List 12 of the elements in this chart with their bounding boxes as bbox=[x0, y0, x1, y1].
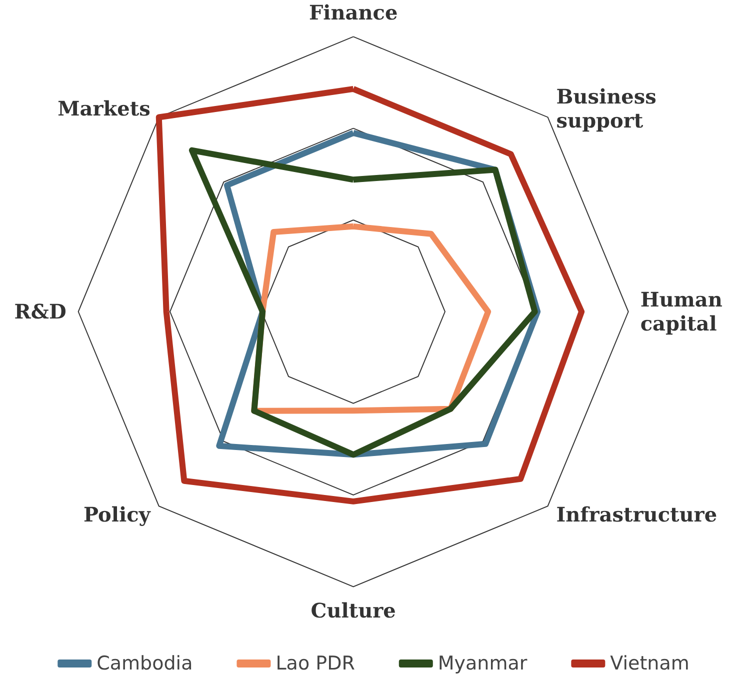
spoke-label: Culture bbox=[310, 598, 396, 623]
legend-label: Lao PDR bbox=[276, 652, 355, 674]
spoke-label: Human capital bbox=[640, 288, 723, 336]
spoke-label: R&D bbox=[14, 300, 66, 324]
legend-label: Vietnam bbox=[610, 652, 690, 674]
legend-label: Cambodia bbox=[96, 652, 193, 674]
spoke-label: Infrastructure bbox=[556, 502, 718, 527]
spoke-label: Business support bbox=[556, 84, 656, 133]
legend-label: Myanmar bbox=[438, 652, 528, 674]
spoke-label: Finance bbox=[308, 0, 398, 25]
spoke-label: Markets bbox=[58, 96, 150, 121]
spoke-label: Policy bbox=[84, 502, 152, 527]
